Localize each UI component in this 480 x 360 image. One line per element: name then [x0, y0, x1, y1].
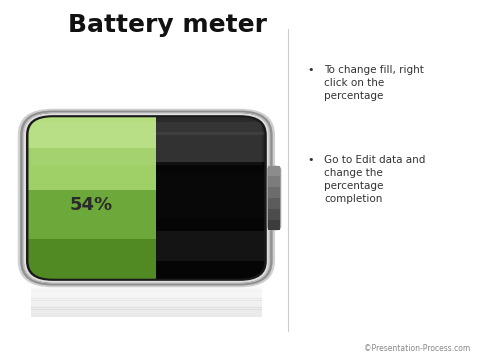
Bar — [156, 171, 266, 218]
Bar — [31, 286, 262, 288]
Bar — [26, 115, 156, 281]
Bar — [156, 231, 266, 261]
Bar — [31, 298, 262, 301]
Bar — [31, 122, 262, 165]
Bar — [268, 166, 280, 176]
Bar — [31, 289, 262, 292]
Bar — [31, 280, 262, 283]
Bar — [31, 309, 262, 311]
Bar — [31, 306, 262, 308]
Text: 54%: 54% — [70, 195, 113, 213]
FancyBboxPatch shape — [20, 111, 273, 285]
Bar — [268, 198, 280, 209]
Text: •: • — [307, 65, 314, 75]
Bar — [31, 291, 262, 293]
Bar — [26, 239, 156, 281]
Bar — [26, 115, 156, 190]
Bar — [31, 313, 262, 315]
Bar — [31, 315, 262, 317]
Bar — [31, 293, 262, 295]
Bar — [268, 209, 280, 220]
Bar — [31, 302, 262, 304]
Bar — [31, 311, 262, 313]
Bar — [268, 176, 280, 187]
Bar — [156, 115, 266, 281]
Bar — [31, 304, 262, 306]
Bar — [31, 288, 262, 290]
Bar — [26, 115, 156, 148]
Bar — [156, 115, 266, 135]
FancyBboxPatch shape — [267, 166, 281, 230]
Bar — [31, 297, 262, 299]
Text: ©Presentation-Process.com: ©Presentation-Process.com — [364, 344, 470, 353]
Bar — [31, 300, 262, 302]
Text: •: • — [307, 155, 314, 165]
FancyBboxPatch shape — [25, 114, 268, 282]
Bar — [31, 284, 262, 286]
FancyBboxPatch shape — [26, 115, 266, 281]
Bar — [31, 295, 262, 297]
Bar — [268, 187, 280, 198]
FancyBboxPatch shape — [18, 109, 275, 287]
Bar — [156, 132, 266, 162]
Text: Go to Edit data and
change the
percentage
completion: Go to Edit data and change the percentag… — [324, 155, 425, 204]
Bar — [31, 307, 262, 310]
Bar — [268, 220, 280, 230]
Text: Battery meter: Battery meter — [69, 13, 267, 37]
FancyBboxPatch shape — [23, 112, 270, 284]
Bar — [31, 282, 262, 284]
Text: To change fill, right
click on the
percentage: To change fill, right click on the perce… — [324, 65, 424, 101]
